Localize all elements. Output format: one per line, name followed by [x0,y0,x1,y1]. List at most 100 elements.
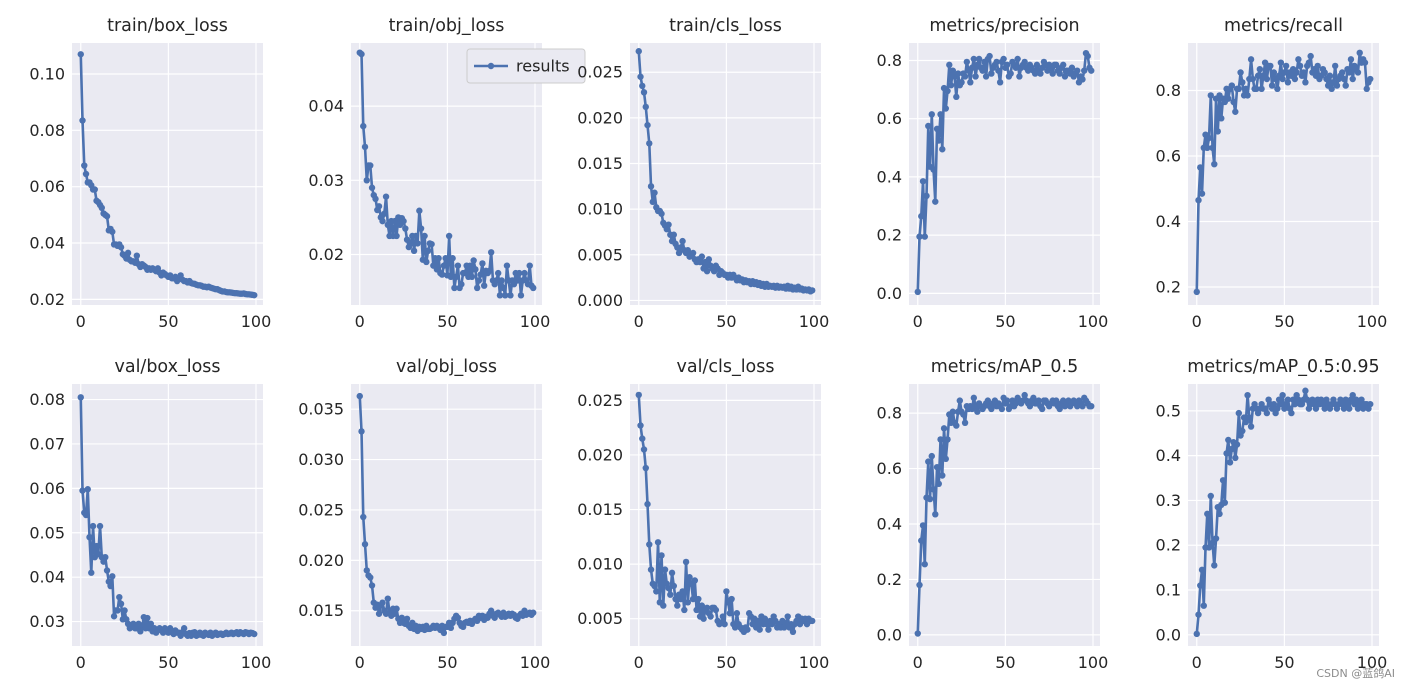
data-point [1211,160,1218,168]
data-point [1277,59,1285,66]
data-point [1088,402,1095,410]
data-point [1296,62,1304,70]
data-point [698,253,706,260]
data-point [1347,56,1355,63]
data-point [1207,492,1214,500]
data-point [1349,392,1356,399]
data-point [691,577,699,584]
data-point [466,262,474,269]
data-point [1353,396,1360,403]
data-point [723,588,730,595]
data-point [926,495,934,503]
data-point [88,569,95,576]
legend-marker [487,62,495,70]
data-point [400,217,407,225]
chart-metrics-recall: 0 50 100 0.2 0.4 0.6 0.8 metrics/recall [1156,16,1388,331]
data-point [502,292,509,299]
data-point [1291,400,1299,408]
data-point [473,284,481,292]
y-tick-label: 0.3 [1156,491,1181,510]
data-point [451,284,458,292]
data-point [1321,69,1328,76]
data-point [1205,544,1213,551]
data-point [402,225,409,232]
data-point [693,606,700,614]
x-tick-label: 50 [1274,653,1294,672]
data-point [103,213,111,220]
data-point [703,268,711,275]
data-point [921,233,928,240]
data-point [733,610,741,617]
data-point [1367,75,1374,83]
data-point [670,231,678,238]
data-point [1307,52,1314,60]
data-point [416,207,423,214]
data-point [975,55,983,63]
data-point [375,610,383,617]
x-tick-label: 100 [520,312,551,331]
data-point [935,137,942,144]
data-point [998,405,1006,413]
data-point [765,626,772,633]
data-point [654,539,662,546]
x-tick-label: 0 [76,312,86,331]
y-tick-label: 0.2 [877,570,902,589]
data-point [647,183,655,190]
data-point [646,140,653,147]
plot-area [630,43,821,305]
data-point [1228,445,1236,453]
data-point [935,480,942,488]
y-tick-label: 0.02 [29,290,65,309]
data-point [744,626,751,633]
data-point [180,625,188,632]
data-point [1263,75,1271,83]
data-point [1037,70,1044,77]
data-point [1326,72,1334,79]
data-point [993,58,1000,66]
data-point [1263,409,1271,417]
data-point [963,58,971,66]
data-point [1232,454,1239,462]
data-point [117,600,125,608]
data-point [530,284,537,292]
data-point [1277,400,1285,408]
data-point [1079,402,1086,410]
data-point [939,472,946,479]
data-point [960,411,967,418]
data-point [521,269,528,277]
data-point [642,103,649,111]
data-point [475,277,483,284]
data-point [1239,427,1246,435]
data-point [930,486,937,493]
data-point [1193,288,1200,296]
x-tick-label: 100 [520,653,551,672]
data-point [393,232,400,240]
data-point [79,487,86,494]
data-point [1312,405,1320,412]
x-tick-label: 50 [995,653,1015,672]
data-point [516,269,523,277]
data-point [407,240,414,247]
data-point [1300,69,1307,76]
data-point [1267,62,1274,70]
data-point [1200,602,1207,609]
data-point [91,186,98,193]
data-point [479,260,486,267]
data-point [651,189,658,196]
chart-title: train/cls_loss [669,16,782,36]
y-tick-label: 0.02 [308,245,344,264]
data-point [500,284,507,292]
legend: results [466,48,586,84]
y-tick-label: 0.025 [577,63,623,82]
data-point [1291,75,1299,83]
data-point [382,193,390,200]
y-tick-label: 0.2 [1156,277,1181,296]
data-point [1079,76,1086,83]
data-point [684,599,692,606]
plot-area [1188,43,1379,305]
y-tick-label: 0.8 [877,404,902,423]
y-tick-label: 0.08 [29,390,65,409]
data-point [116,593,123,601]
data-point [1218,115,1225,122]
data-point [358,50,365,58]
